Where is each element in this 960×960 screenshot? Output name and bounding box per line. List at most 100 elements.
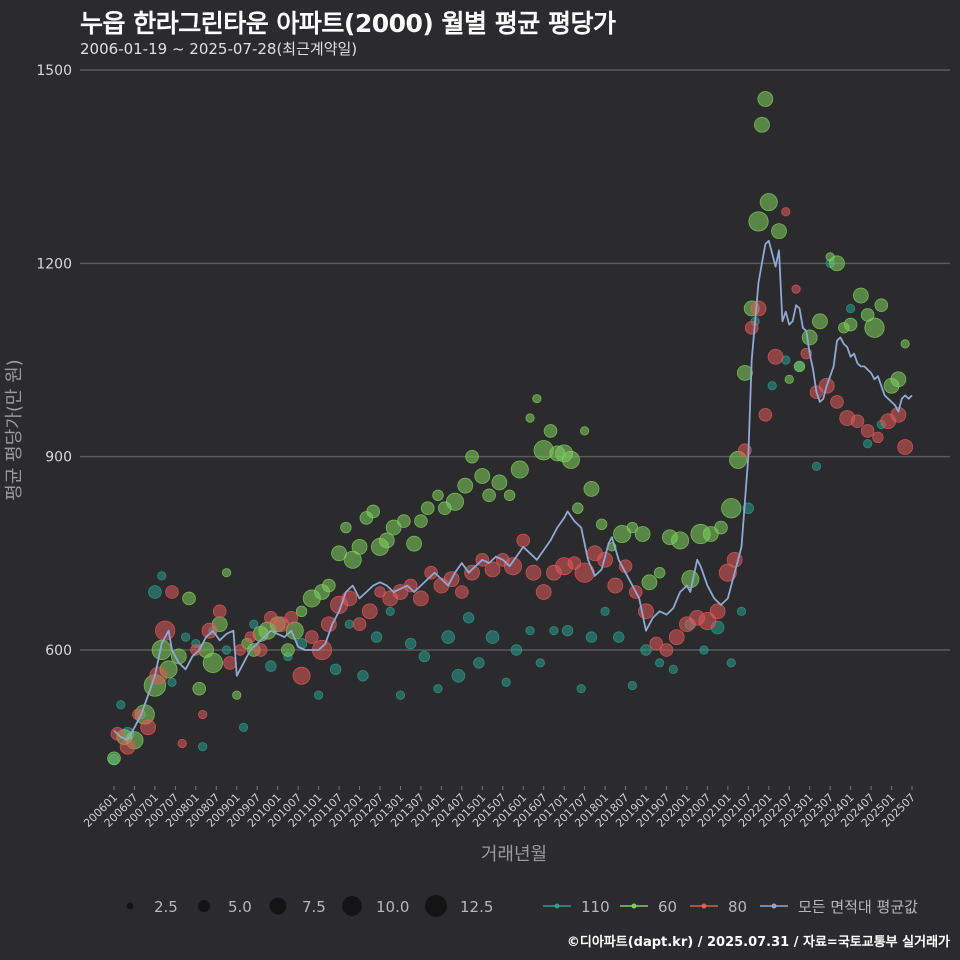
data-point-s110 [668,664,678,674]
data-point-s60 [351,538,368,555]
data-point-s60 [397,514,411,528]
data-point-s80 [223,656,237,670]
data-point-s80 [190,644,202,656]
data-point-s60 [583,480,600,497]
data-point-s80 [709,603,726,620]
data-point-s110 [357,670,369,682]
data-point-s80 [464,564,480,581]
data-point-s80 [607,577,624,594]
data-point-s80 [767,348,784,365]
data-point-s80 [718,563,737,582]
data-point-s60 [864,317,885,338]
data-point-s60 [852,287,869,304]
data-point-s60 [812,313,828,330]
color-legend-label: 110 [581,898,610,916]
data-point-s80 [119,738,136,755]
color-legend-dot [701,903,707,909]
size-legend: 2.5 5.0 7.5 10.0 12.5 [126,895,493,917]
data-point-s80 [516,533,531,548]
data-point-s60 [595,518,608,531]
data-point-s60 [432,489,444,502]
data-point-s110 [525,626,535,636]
data-point-s110 [699,645,709,655]
data-point-s80 [234,644,246,656]
data-point-s80 [781,207,791,217]
size-legend-key [342,896,362,916]
data-point-s60 [465,449,479,464]
color-legend-dot [771,903,777,909]
data-point-s60 [580,426,590,436]
data-point-s110 [418,650,431,663]
data-point-s60 [572,502,584,514]
data-point-s110 [501,677,511,687]
y-tick-label: 1200 [36,256,72,272]
data-point-s110 [811,461,822,471]
data-point-s110 [585,631,598,643]
data-point-s80 [413,590,429,607]
data-point-s60 [322,578,336,593]
data-point-s110 [433,684,443,694]
data-point-s80 [535,584,552,600]
average-line [113,239,913,742]
data-point-s80 [292,666,311,685]
data-point-s80 [165,585,179,599]
data-point-s80 [850,414,865,429]
data-point-s80 [201,622,218,639]
y-tick-label: 600 [45,643,72,659]
data-point-s80 [659,643,674,657]
data-point-s110 [485,630,500,644]
data-point-s110 [576,684,586,694]
data-point-s110 [600,606,610,616]
source-caption: ©디아파트(dapt.kr) / 2025.07.31 / 자료=국토교통부 실… [566,935,950,950]
data-point-s60 [532,394,542,404]
data-point-s110 [640,644,652,656]
data-points [107,91,914,766]
data-point-s60 [801,329,818,346]
data-point-s60 [420,501,435,516]
data-point-s80 [352,617,367,632]
data-point-s60 [457,477,474,494]
data-point-s80 [830,395,844,409]
data-point-s110 [344,619,354,629]
data-point-s110 [561,624,574,637]
size-legend-key [269,897,287,915]
color-legend-dot [554,903,560,909]
y-tick-labels: 600 900 1200 1500 [36,63,72,659]
data-point-s60 [721,498,742,519]
color-legend-label: 모든 면적대 평균값 [798,898,918,916]
data-point-s60 [366,504,380,519]
data-point-s110 [627,680,637,691]
color-legend: 110 60 80 모든 면적대 평균값 [543,898,918,916]
data-point-s60 [107,751,121,766]
data-point-s110 [148,585,162,599]
data-point-s110 [181,632,191,642]
data-point-s60 [221,568,232,578]
data-point-s110 [736,606,747,616]
data-point-s110 [473,657,485,669]
data-point-s60 [653,566,666,579]
data-point-s60 [281,643,295,657]
data-point-s110 [846,303,856,314]
y-tick-label: 900 [45,450,72,466]
data-point-s80 [244,631,257,643]
data-point-s60 [232,690,242,700]
data-point-s60 [295,605,308,618]
size-legend-key [425,895,447,917]
data-point-s110 [863,439,873,449]
data-point-s80 [304,630,319,644]
data-point-s80 [668,629,685,646]
data-point-s60 [634,526,651,542]
data-point-s80 [872,431,884,444]
data-point-s60 [681,570,700,589]
data-point-s110 [451,668,466,683]
data-point-s110 [535,658,545,668]
data-point-s60 [406,535,423,552]
data-point-s80 [284,610,299,625]
data-point-s60 [378,532,395,549]
data-point-s80 [503,557,522,576]
chart-title: 누읍 한라그린타운 아파트(2000) 월별 평균 평당가 [80,9,616,38]
data-point-s80 [750,300,767,317]
data-point-s60 [182,591,196,606]
data-point-s60 [754,116,770,133]
